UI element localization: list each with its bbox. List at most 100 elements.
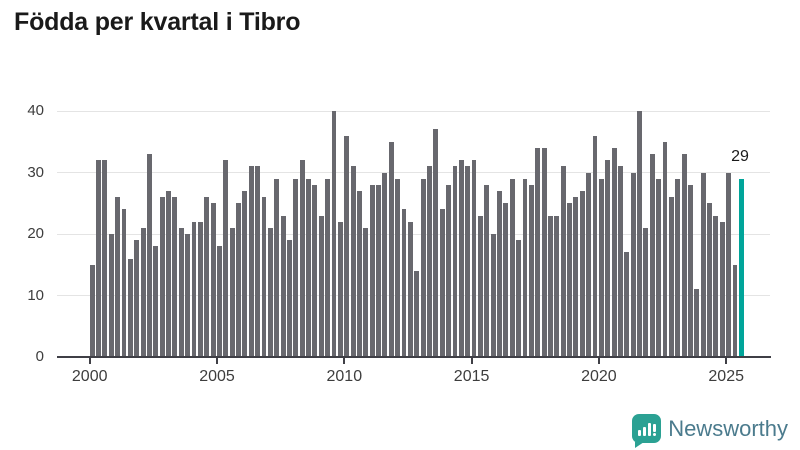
bar — [287, 240, 292, 357]
bar — [573, 197, 579, 357]
bar — [732, 264, 738, 357]
gridline-y10 — [57, 295, 770, 296]
bar — [267, 227, 273, 357]
highlight-value-label: 29 — [731, 148, 749, 165]
bar — [458, 160, 464, 357]
bar — [261, 197, 267, 357]
x-axis-tick-label: 2025 — [708, 368, 744, 385]
bar — [535, 147, 541, 357]
bar — [681, 154, 687, 357]
bar — [592, 135, 598, 357]
brand-name: Newsworthy — [668, 415, 788, 441]
bar — [700, 172, 706, 357]
newsworthy-logo: Newsworthy — [632, 414, 788, 448]
exclamation-glyph — [652, 423, 656, 436]
bar — [541, 147, 547, 357]
bar — [567, 203, 572, 357]
bar — [248, 166, 254, 357]
bar — [477, 215, 483, 357]
y-axis-tick-label: 20 — [27, 225, 44, 242]
bar — [318, 215, 324, 357]
bar — [395, 178, 401, 357]
bar — [108, 234, 114, 357]
bar — [344, 135, 350, 357]
bar — [388, 141, 394, 357]
bar — [306, 178, 311, 357]
speech-bubble-tail — [635, 442, 645, 448]
bar — [127, 258, 133, 357]
bar — [675, 178, 681, 357]
bar — [172, 197, 178, 357]
bar — [146, 154, 152, 357]
bar — [376, 184, 382, 357]
x-axis-tick-label: 2005 — [199, 368, 235, 385]
bar — [637, 111, 642, 357]
x-axis-tick-label: 2015 — [453, 368, 490, 385]
bar — [217, 246, 222, 357]
bar — [134, 240, 140, 357]
x-axis-tick — [216, 358, 218, 364]
bar — [503, 203, 509, 357]
bar — [656, 178, 662, 357]
bar — [178, 227, 184, 357]
bar — [121, 209, 127, 357]
gridline-y40 — [57, 110, 770, 112]
bar — [210, 203, 216, 357]
bar — [662, 141, 668, 357]
y-axis-tick-label: 0 — [35, 348, 44, 365]
bar — [643, 227, 649, 357]
bar — [255, 166, 261, 357]
bar — [465, 166, 471, 357]
bar — [153, 246, 159, 357]
bar — [337, 221, 343, 357]
bar — [350, 166, 356, 357]
x-axis-tick-label: 2010 — [326, 368, 363, 385]
bar — [401, 209, 407, 357]
bar — [115, 197, 121, 357]
chart-title: Födda per kvartal i Tibro — [14, 8, 301, 36]
x-axis-tick — [725, 358, 728, 364]
bar — [490, 234, 496, 357]
bar — [96, 160, 101, 357]
x-axis-tick-label: 2000 — [71, 368, 108, 385]
bar — [688, 184, 693, 357]
bar — [407, 221, 413, 357]
bar — [185, 234, 191, 357]
bar — [427, 166, 432, 357]
bar — [166, 190, 171, 357]
bar — [204, 197, 210, 357]
bar — [618, 166, 623, 357]
highlighted-bar — [738, 178, 744, 357]
bar — [522, 178, 528, 357]
bar — [707, 203, 712, 357]
bar — [191, 221, 197, 357]
x-axis-tick — [470, 358, 473, 364]
bar — [554, 215, 560, 357]
bar — [605, 160, 611, 357]
bar — [579, 190, 585, 357]
bar — [668, 197, 674, 357]
bar — [369, 184, 375, 357]
bar — [726, 172, 732, 357]
x-axis-tick — [597, 358, 600, 364]
bar — [159, 197, 165, 357]
bar — [274, 178, 280, 357]
bar — [312, 184, 318, 357]
bar — [624, 252, 630, 357]
x-axis-tick — [343, 358, 346, 364]
bar — [382, 172, 388, 357]
x-axis-line — [57, 356, 771, 358]
bar — [497, 190, 502, 357]
bar — [471, 160, 477, 357]
bar — [414, 270, 420, 357]
gridline-y30 — [57, 172, 770, 173]
bar — [528, 184, 534, 357]
bar — [586, 172, 592, 357]
bar — [325, 178, 331, 357]
bar — [229, 227, 235, 357]
bar — [516, 240, 522, 357]
bar — [357, 190, 362, 357]
gridline-y20 — [57, 233, 770, 235]
bar — [420, 178, 426, 357]
bar — [140, 227, 146, 357]
